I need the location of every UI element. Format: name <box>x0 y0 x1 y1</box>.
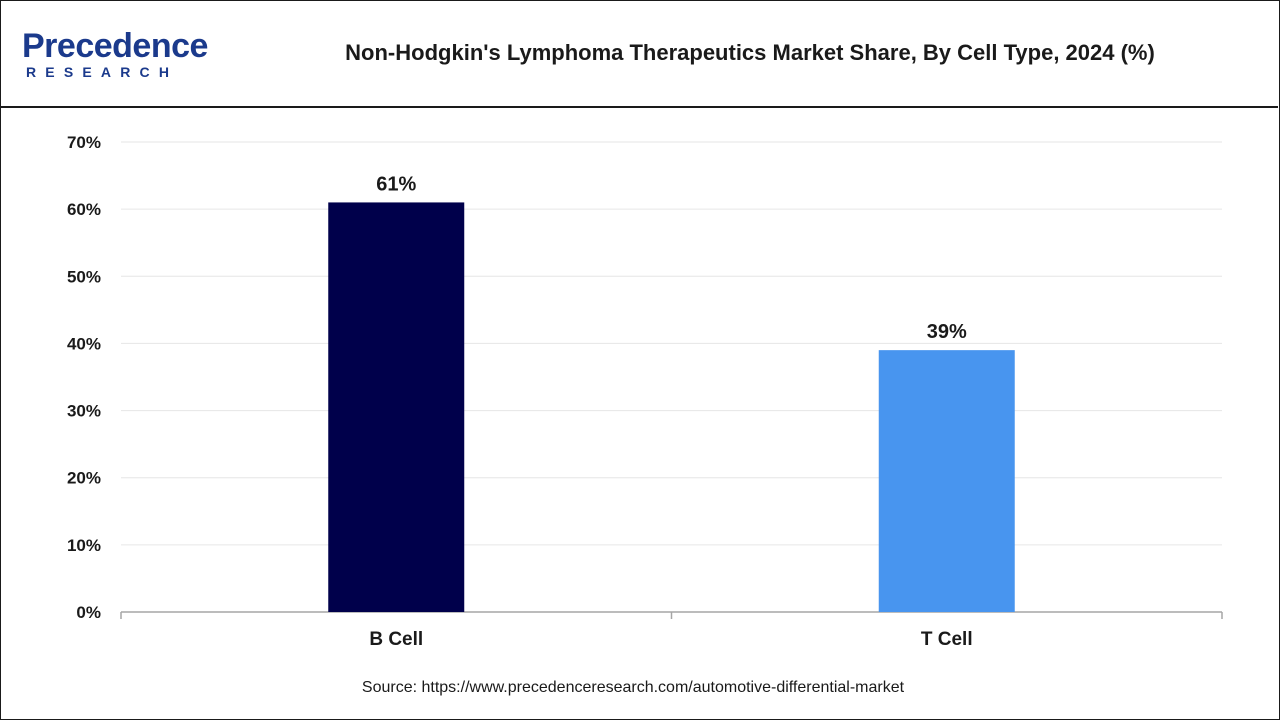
source-note: Source: https://www.precedenceresearch.c… <box>361 679 905 696</box>
brand-logo: Precedence RESEARCH <box>22 28 222 84</box>
x-category-label: B Cell <box>369 629 423 650</box>
bar-value-label: 39% <box>927 321 967 343</box>
y-tick-label: 40% <box>67 334 101 353</box>
bar-value-label: 61% <box>376 173 416 195</box>
chart-title: Non-Hodgkin's Lymphoma Therapeutics Mark… <box>345 40 1155 65</box>
logo-wordmark: Precedence <box>22 27 208 65</box>
logo-subtitle: RESEARCH <box>26 64 179 80</box>
x-category-label: T Cell <box>921 629 973 650</box>
bar-t-cell <box>878 350 1015 612</box>
bar-b-cell <box>328 202 465 612</box>
y-tick-label: 50% <box>67 267 101 286</box>
y-tick-label: 10% <box>67 536 101 555</box>
y-tick-label: 0% <box>76 603 101 622</box>
y-tick-label: 20% <box>67 469 101 488</box>
y-tick-label: 70% <box>67 133 101 152</box>
y-tick-label: 60% <box>67 200 101 219</box>
header: Precedence RESEARCH Non-Hodgkin's Lympho… <box>0 0 1278 108</box>
y-tick-label: 30% <box>67 402 101 421</box>
